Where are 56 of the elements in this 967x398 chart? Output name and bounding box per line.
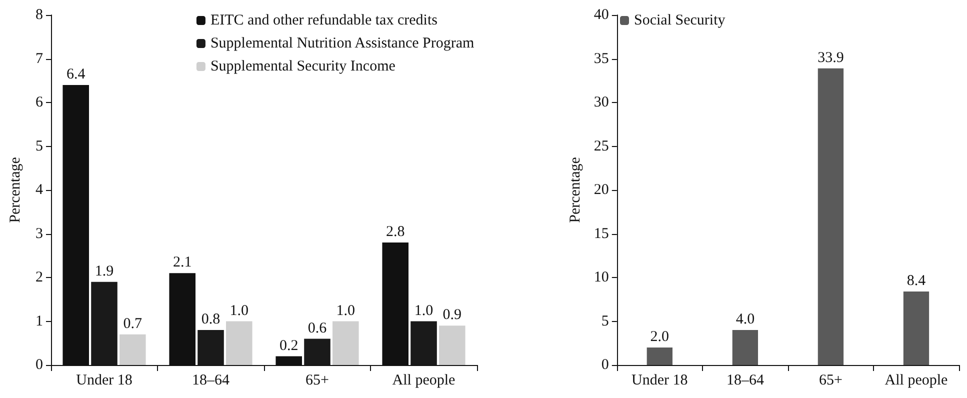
x-tick-label: 65+: [818, 372, 842, 388]
data-label: 6.4: [66, 66, 86, 82]
data-label: 33.9: [818, 50, 844, 66]
y-axis-title: Percentage: [8, 156, 24, 223]
y-tick-label: 40: [594, 7, 609, 23]
bar: [438, 326, 466, 365]
y-tick-label: 6: [36, 94, 44, 110]
bar: [732, 330, 758, 365]
x-tick-label: All people: [884, 372, 948, 388]
y-tick-label: 5: [36, 138, 43, 154]
data-label: 1.9: [94, 263, 114, 280]
y-tick-label: 5: [601, 313, 609, 330]
y-tick-label: 20: [594, 182, 609, 198]
legend-label: Social Security: [634, 12, 726, 28]
y-tick-label: 30: [594, 94, 609, 110]
data-label: 4.0: [736, 312, 755, 328]
y-tick-label: 35: [594, 50, 609, 67]
x-tick-label: Under 18: [632, 372, 688, 388]
bar: [226, 321, 252, 365]
y-tick-label: 1: [36, 313, 43, 330]
bar: [903, 292, 930, 365]
data-label: 0.6: [308, 320, 328, 336]
data-label: 0.8: [201, 312, 220, 328]
bar: [646, 348, 672, 365]
y-axis-title: Percentage: [568, 156, 584, 223]
bar: [818, 68, 844, 365]
x-tick-label: 65+: [306, 372, 329, 388]
x-tick-label: All people: [392, 372, 456, 388]
bar: [332, 321, 359, 365]
data-label: 0.2: [279, 338, 298, 354]
x-tick-label: 18–64: [726, 372, 764, 388]
data-label: 2.0: [650, 329, 670, 345]
y-tick-label: 4: [36, 182, 44, 198]
data-label: 0.7: [123, 316, 143, 332]
y-tick-label: 10: [594, 270, 609, 286]
data-label: 8.4: [906, 273, 926, 289]
data-label: 1.0: [336, 302, 356, 319]
data-label: 1.0: [230, 302, 249, 319]
y-tick-label: 15: [594, 226, 609, 242]
x-tick-label: Under 18: [76, 372, 132, 388]
y-tick-label: 2: [36, 270, 43, 286]
legend-label: Supplemental Nutrition Assistance Program: [210, 36, 475, 52]
data-label: 1.0: [414, 302, 434, 319]
x-tick-label: 18–64: [192, 372, 230, 388]
data-label: 2.8: [386, 224, 405, 240]
data-label: 0.9: [442, 307, 462, 324]
y-tick-label: 7: [36, 50, 44, 67]
data-label: 2.1: [172, 254, 192, 271]
y-tick-label: 0: [36, 357, 43, 373]
y-tick-label: 8: [36, 7, 43, 23]
legend-label: Supplemental Security Income: [210, 58, 396, 74]
y-tick-label: 25: [594, 138, 609, 154]
y-tick-label: 3: [36, 226, 43, 242]
legend-label: EITC and other refundable tax credits: [210, 12, 438, 28]
bar: [119, 334, 146, 365]
y-tick-label: 0: [601, 357, 609, 373]
